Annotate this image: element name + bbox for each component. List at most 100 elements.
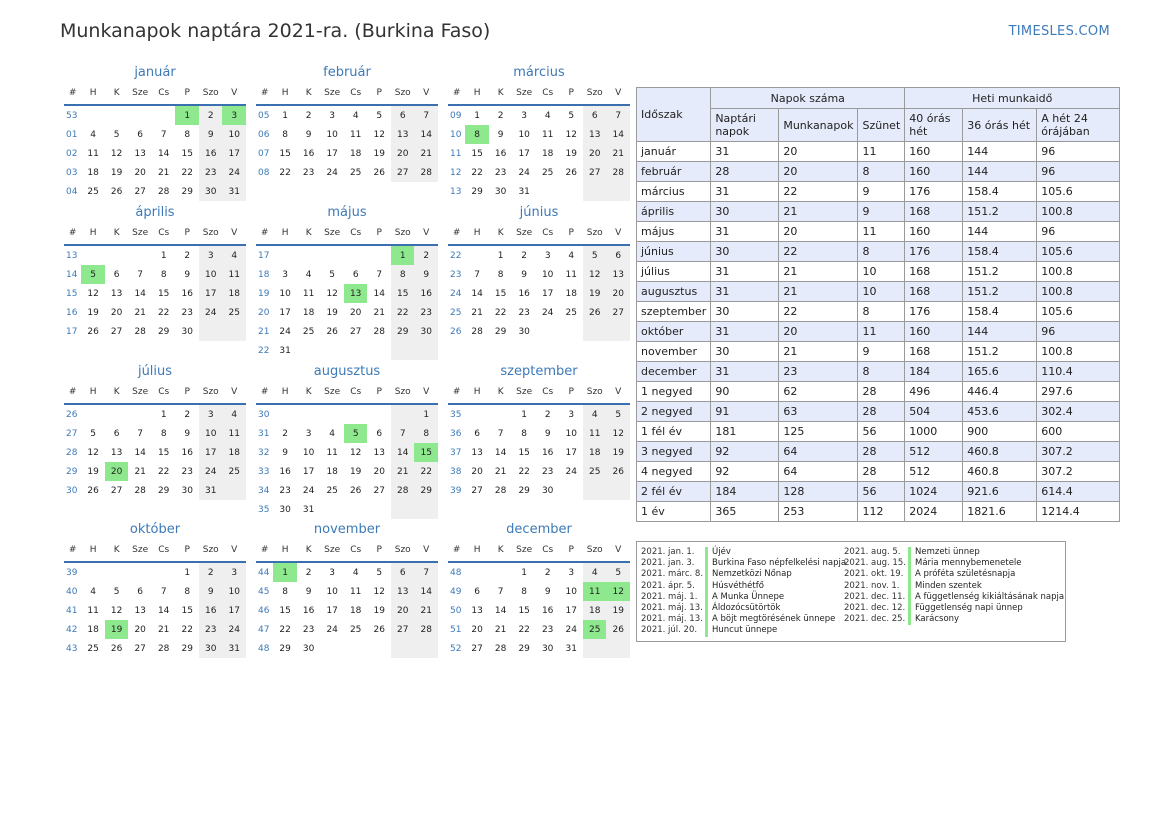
day-cell: 4 xyxy=(222,404,246,424)
holiday-date: 2021. okt. 19. xyxy=(844,569,904,580)
weekday-header: Szo xyxy=(390,222,415,246)
day-cell: 15 xyxy=(414,443,438,462)
day-cell: 12 xyxy=(87,288,99,299)
stats-value: 100.8 xyxy=(1036,281,1121,302)
day-cell: 6 xyxy=(474,586,480,597)
week-row: 18 3 4 5 6 7 8 9 xyxy=(256,265,438,284)
day-cell: 12 xyxy=(373,586,385,597)
day-cell: 2 xyxy=(184,409,191,420)
month-title: november xyxy=(313,522,381,537)
day-cell: 25 xyxy=(582,620,607,639)
day-cell: 16 xyxy=(181,288,193,299)
stats-value: 307.2 xyxy=(1036,441,1121,462)
week-number: 47 xyxy=(258,624,270,635)
week-number: 33 xyxy=(258,466,270,477)
day-cell: 24 xyxy=(541,307,554,318)
week-number: 26 xyxy=(66,409,78,420)
day-cell: 27 xyxy=(349,326,362,337)
day-cell: 19 xyxy=(606,443,630,462)
day-cell: 23 xyxy=(541,466,554,477)
stats-value: 151.2 xyxy=(962,341,1038,362)
empty-cell xyxy=(273,245,297,265)
site-link[interactable]: TIMESLES.COM xyxy=(1008,24,1110,39)
weekday-header: P xyxy=(367,539,391,563)
month-title: december xyxy=(506,522,572,537)
stats-period: március xyxy=(635,181,712,202)
weekday-header: H xyxy=(465,222,489,246)
day-cell: 7 xyxy=(474,269,480,280)
stats-value: 20 xyxy=(778,161,859,182)
stats-value: 1000 xyxy=(904,421,964,442)
weekday-header: K xyxy=(488,222,513,246)
day-cell: 5 xyxy=(606,562,630,582)
weekday-header: Sze xyxy=(512,381,536,405)
day-cell: 19 xyxy=(326,307,338,318)
day-cell: 12 xyxy=(373,129,385,140)
week-row: 41 11 12 13 14 15 16 17 xyxy=(64,601,246,620)
day-cell: 14 xyxy=(414,582,438,601)
empty-cell xyxy=(105,404,129,424)
stats-value: 168 xyxy=(904,341,964,362)
weekday-header: V xyxy=(606,381,630,405)
day-cell: 24 xyxy=(326,167,338,178)
weekday-header: H xyxy=(81,222,105,246)
week-number: 29 xyxy=(66,466,78,477)
week-number: 34 xyxy=(258,485,270,496)
day-cell: 23 xyxy=(302,167,315,178)
weekday-header: Cs xyxy=(343,539,368,563)
day-cell: 30 xyxy=(198,182,223,201)
stats-period: január xyxy=(635,141,712,162)
day-cell: 7 xyxy=(606,105,630,125)
empty-cell xyxy=(320,245,344,265)
week-number: 32 xyxy=(258,447,270,458)
day-cell: 29 xyxy=(181,643,193,654)
stats-value: 21 xyxy=(778,201,859,222)
week-row: 10 8 9 10 11 12 13 14 xyxy=(448,125,630,144)
stats-value: 96 xyxy=(1036,321,1121,342)
day-cell: 24 xyxy=(518,167,530,178)
header-days: Napok száma xyxy=(710,87,906,109)
weekday-header: Szo xyxy=(582,381,607,405)
week-row: 04 25 26 27 28 29 30 31 xyxy=(64,182,246,201)
day-cell: 16 xyxy=(541,447,554,458)
month-szeptember: szeptember # H K Sze Cs P Szo V 35 1 2 3 4 5 36 6 7 8 9 10 11… xyxy=(448,363,630,500)
weekday-header: P xyxy=(559,222,583,246)
weekday-header: V xyxy=(222,82,246,106)
day-cell: 7 xyxy=(497,586,504,597)
day-cell: 28 xyxy=(494,485,507,496)
day-cell: 9 xyxy=(305,129,312,140)
day-cell: 24 xyxy=(198,462,223,481)
empty-cell xyxy=(128,404,152,424)
empty-cell xyxy=(128,245,152,265)
weekday-header: Szo xyxy=(582,222,607,246)
empty-cell xyxy=(297,404,321,424)
weekday-header: Sze xyxy=(512,82,536,106)
day-cell: 7 xyxy=(414,562,438,582)
stats-value: 28 xyxy=(710,161,780,182)
stats-value: 176 xyxy=(904,301,964,322)
empty-cell xyxy=(582,322,607,341)
stats-row: június 30 22 8 176 158.4 105.6 xyxy=(635,241,1121,262)
day-cell: 6 xyxy=(137,586,144,597)
stats-value: 151.2 xyxy=(962,281,1038,302)
day-cell: 17 xyxy=(302,466,315,477)
day-cell: 25 xyxy=(87,643,99,654)
stats-value: 96 xyxy=(1036,141,1121,162)
stats-value: 90 xyxy=(710,381,780,402)
stats-period: 2 fél év xyxy=(635,481,712,502)
holiday-date: 2021. jan. 3. xyxy=(641,558,695,569)
weekday-header: H xyxy=(81,381,105,405)
page-title: Munkanapok naptára 2021-ra. (Burkina Fas… xyxy=(60,20,491,42)
day-cell: 26 xyxy=(87,485,99,496)
day-cell: 16 xyxy=(518,288,530,299)
day-cell: 11 xyxy=(582,582,607,601)
day-cell: 27 xyxy=(471,485,483,496)
day-cell: 5 xyxy=(582,245,607,265)
stats-value: 165.6 xyxy=(962,361,1038,382)
week-row: 14 5 6 7 8 9 10 11 xyxy=(64,265,246,284)
day-cell: 12 xyxy=(606,582,630,601)
empty-cell xyxy=(536,322,560,341)
stats-period: 4 negyed xyxy=(635,461,712,482)
holiday-name: A böjt megtörésének ünnepe xyxy=(705,614,835,626)
day-cell: 2 xyxy=(414,245,438,265)
